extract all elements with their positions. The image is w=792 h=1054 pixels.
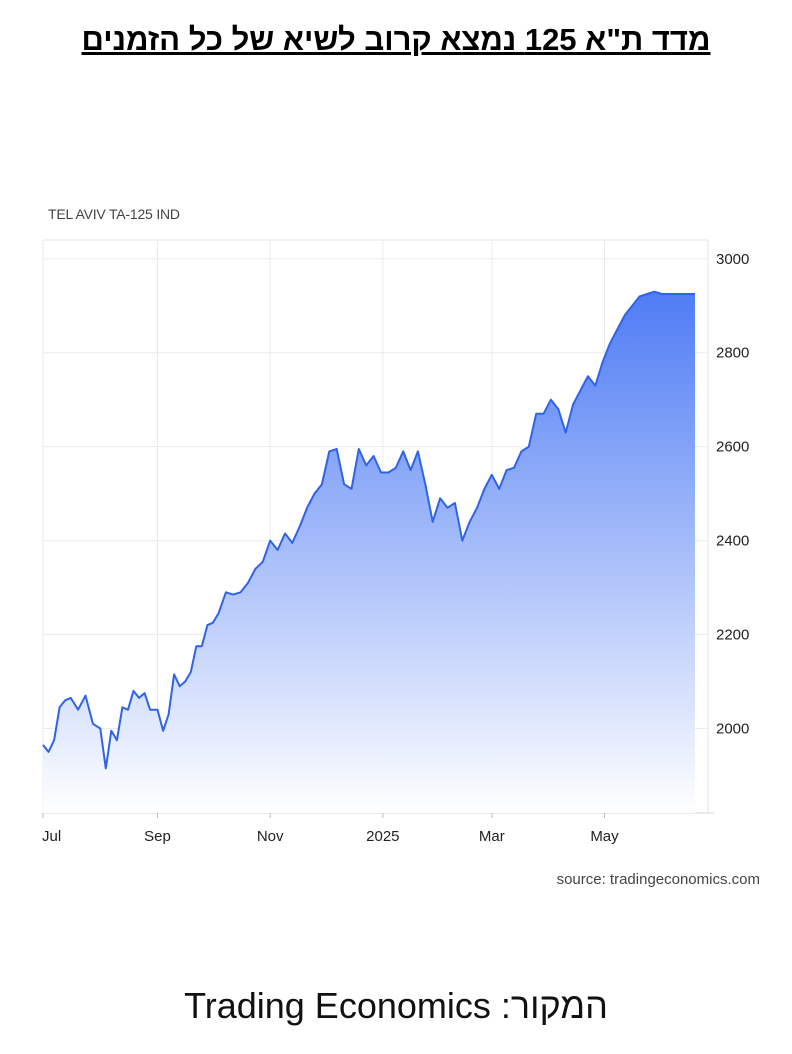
headline: מדד ת"א 125 נמצא קרוב לשיא של כל הזמנים xyxy=(81,22,711,57)
chart-title: TEL AVIV TA-125 IND xyxy=(48,206,180,222)
x-tick-label: Jul xyxy=(42,828,61,845)
y-tick-label: 2600 xyxy=(716,439,749,456)
chart: Jul Sep Nov 2025 Mar May 2000 2200 2400 2600 2800… xyxy=(42,239,749,845)
series-area xyxy=(43,291,695,813)
x-tick-label: Sep xyxy=(144,828,171,845)
y-axis: 2000 2200 2400 2600 2800 3000 xyxy=(716,251,749,738)
y-tick-label: 2000 xyxy=(716,720,749,737)
series-line xyxy=(42,290,695,770)
y-tick-label: 2800 xyxy=(716,345,749,362)
x-tick-label: Mar xyxy=(479,828,505,845)
y-tick-label: 3000 xyxy=(716,251,749,268)
x-tick-label: May xyxy=(590,828,619,845)
footer-source: המקור: Trading Economics xyxy=(184,985,608,1026)
source-note: source: tradingeconomics.com xyxy=(556,871,760,888)
x-tick-label: 2025 xyxy=(366,828,399,845)
area-layer xyxy=(42,290,695,813)
x-tick-label: Nov xyxy=(257,828,284,845)
x-axis: Jul Sep Nov 2025 Mar May xyxy=(42,813,619,845)
y-tick-label: 2200 xyxy=(716,627,749,644)
y-tick-label: 2400 xyxy=(716,533,749,550)
